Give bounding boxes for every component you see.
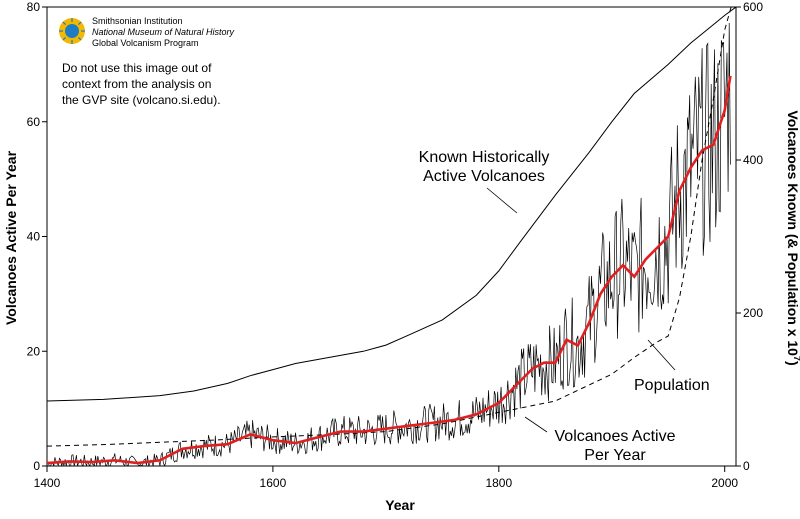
credit-museum: National Museum of Natural History [92,27,235,37]
series-known-line [47,7,736,402]
credit-institution: Smithsonian Institution [92,16,183,26]
x-axis-title: Year [385,497,415,513]
x-tick-label-2000: 2000 [711,476,738,490]
x-tick-label-1400: 1400 [34,476,61,490]
smithsonian-sun-logo [59,18,85,44]
y-right-axis-title-close: ) [785,361,800,366]
x-tick-label-1600: 1600 [260,476,287,490]
credit-note-line3: the GVP site (volcano.si.edu). [62,93,221,107]
annotation-population: Population [634,377,710,394]
annotation-active-leader [524,416,548,433]
series-population-line [47,7,732,447]
y-right-tick-label-600: 600 [743,0,763,14]
y-right-axis-title: Volcanoes Known (& Population x 107) [785,110,800,365]
y-left-tick-label-40: 40 [27,230,41,244]
annotation-known-line1: Known Historically [419,149,550,166]
y-left-tick-label-60: 60 [27,115,41,129]
y-right-axis-title-exponent: 7 [792,356,800,361]
annotation-known-leader [486,187,518,214]
y-right-tick-label-400: 400 [743,153,763,167]
y-left-tick-label-0: 0 [33,459,40,473]
series-active-annual-line [47,22,731,466]
y-right-tick-label-200: 200 [743,306,763,320]
y-left-tick-label-20: 20 [27,344,41,358]
y-left-tick-label-80: 80 [27,0,41,14]
y-right-tick-label-0: 0 [743,459,750,473]
y-right-axis-title-main: Volcanoes Known (& Population x 10 [785,110,800,356]
series-active-line [47,75,732,465]
x-tick-label-1800: 1800 [485,476,512,490]
annotation-active-line2: Per Year [584,447,646,464]
credit-program: Global Volcanism Program [92,38,199,48]
annotation-population-leader [647,339,676,371]
credit-note-line1: Do not use this image out of [62,61,212,75]
y-left-axis-title: Volcanoes Active Per Year [3,150,19,325]
annotation-known-line2: Active Volcanoes [423,168,545,185]
credit-note-line2: context from the analysis on [62,77,211,91]
annotation-active-line1: Volcanoes Active [555,428,676,445]
